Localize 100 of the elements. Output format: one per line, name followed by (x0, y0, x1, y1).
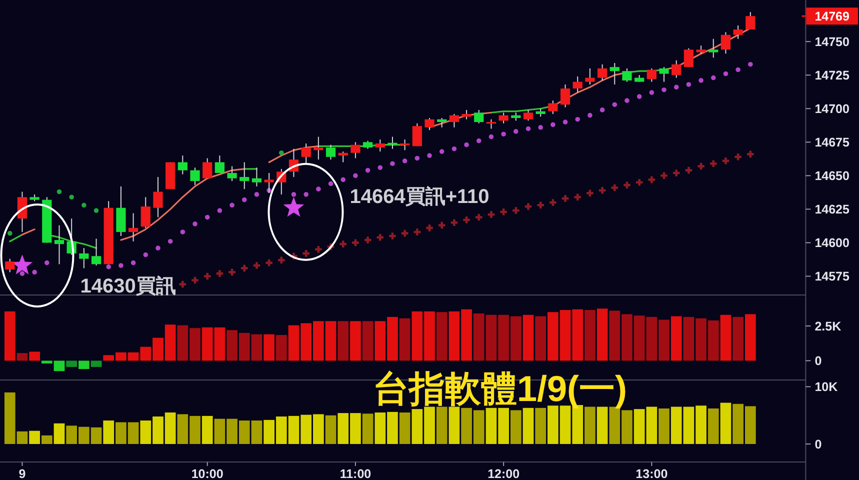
bar (66, 360, 78, 367)
y-tick-label: 14675 (814, 136, 850, 150)
candlestick (597, 64, 608, 81)
candlestick (548, 100, 558, 114)
point (390, 161, 395, 166)
point (304, 192, 308, 197)
bar (362, 414, 374, 444)
candlestick (585, 68, 595, 85)
bar (658, 408, 670, 444)
point (686, 82, 692, 87)
point (588, 112, 592, 118)
bar (720, 402, 732, 444)
candlestick (708, 38, 718, 58)
point (526, 126, 531, 132)
candlestick (400, 138, 410, 151)
candlestick (301, 142, 311, 164)
point (402, 158, 408, 164)
bar (325, 415, 336, 444)
candlestick (190, 167, 200, 186)
candlestick (388, 136, 398, 150)
y-tick-label: 14750 (814, 34, 850, 49)
bar (720, 314, 732, 361)
candlestick (178, 155, 188, 175)
point (240, 264, 249, 273)
bar (338, 321, 349, 361)
candlestick (462, 109, 472, 120)
y-tick-label: 10K (814, 380, 838, 394)
candlestick (672, 60, 682, 78)
point (439, 149, 444, 154)
point (723, 71, 728, 76)
bar (584, 310, 596, 361)
bar (29, 352, 40, 361)
point (524, 202, 533, 212)
bar (54, 423, 65, 444)
point (710, 75, 716, 80)
bar (670, 316, 682, 361)
bar (29, 430, 40, 444)
point (674, 84, 679, 90)
point (56, 189, 62, 194)
point (647, 175, 656, 184)
candlestick (560, 84, 570, 108)
point (659, 171, 669, 180)
point (215, 268, 224, 278)
point (340, 177, 346, 182)
point (610, 183, 620, 192)
candlestick (326, 144, 336, 160)
point (192, 222, 198, 226)
point (424, 223, 434, 233)
y-tick-label: 14650 (814, 169, 850, 184)
point (156, 246, 160, 250)
point (178, 280, 188, 289)
point (338, 239, 348, 249)
point (538, 124, 543, 130)
candlestick (684, 48, 694, 68)
point (20, 271, 25, 276)
candlestick (486, 118, 496, 130)
bar (202, 416, 213, 444)
point (476, 138, 482, 144)
candlestick (54, 224, 64, 265)
chart-title: 台指軟體1/9(一) (373, 368, 628, 409)
point (696, 162, 706, 171)
point (501, 132, 506, 136)
point (217, 208, 222, 213)
candlestick (227, 166, 237, 182)
annotation: 14630買訊 (80, 274, 176, 298)
bar (596, 406, 608, 444)
point (427, 153, 432, 158)
point (328, 181, 334, 186)
point (365, 168, 370, 173)
point (326, 242, 336, 252)
candlestick (572, 76, 582, 94)
point (190, 276, 200, 285)
point (464, 142, 469, 148)
point (736, 67, 740, 72)
point (227, 268, 237, 277)
x-tick-label: 9 (18, 467, 26, 480)
candlestick (79, 248, 89, 269)
point (230, 202, 234, 208)
bar (41, 435, 52, 444)
bar (535, 408, 546, 444)
candlestick (350, 142, 360, 159)
point (44, 260, 50, 266)
point (82, 202, 86, 208)
point (353, 173, 358, 178)
y-tick-label: 14575 (814, 270, 850, 284)
bar (522, 408, 534, 444)
y-tick-label: 14700 (814, 102, 850, 116)
point (548, 198, 558, 208)
point (672, 168, 681, 178)
bar (78, 360, 90, 370)
point (378, 165, 383, 170)
point (143, 252, 148, 258)
point (488, 134, 494, 140)
bar (448, 406, 460, 444)
bar (264, 334, 274, 361)
candlestick (153, 176, 163, 218)
point (462, 215, 472, 224)
bar (399, 412, 410, 444)
candlestick (214, 155, 224, 174)
candlestick (523, 109, 534, 122)
